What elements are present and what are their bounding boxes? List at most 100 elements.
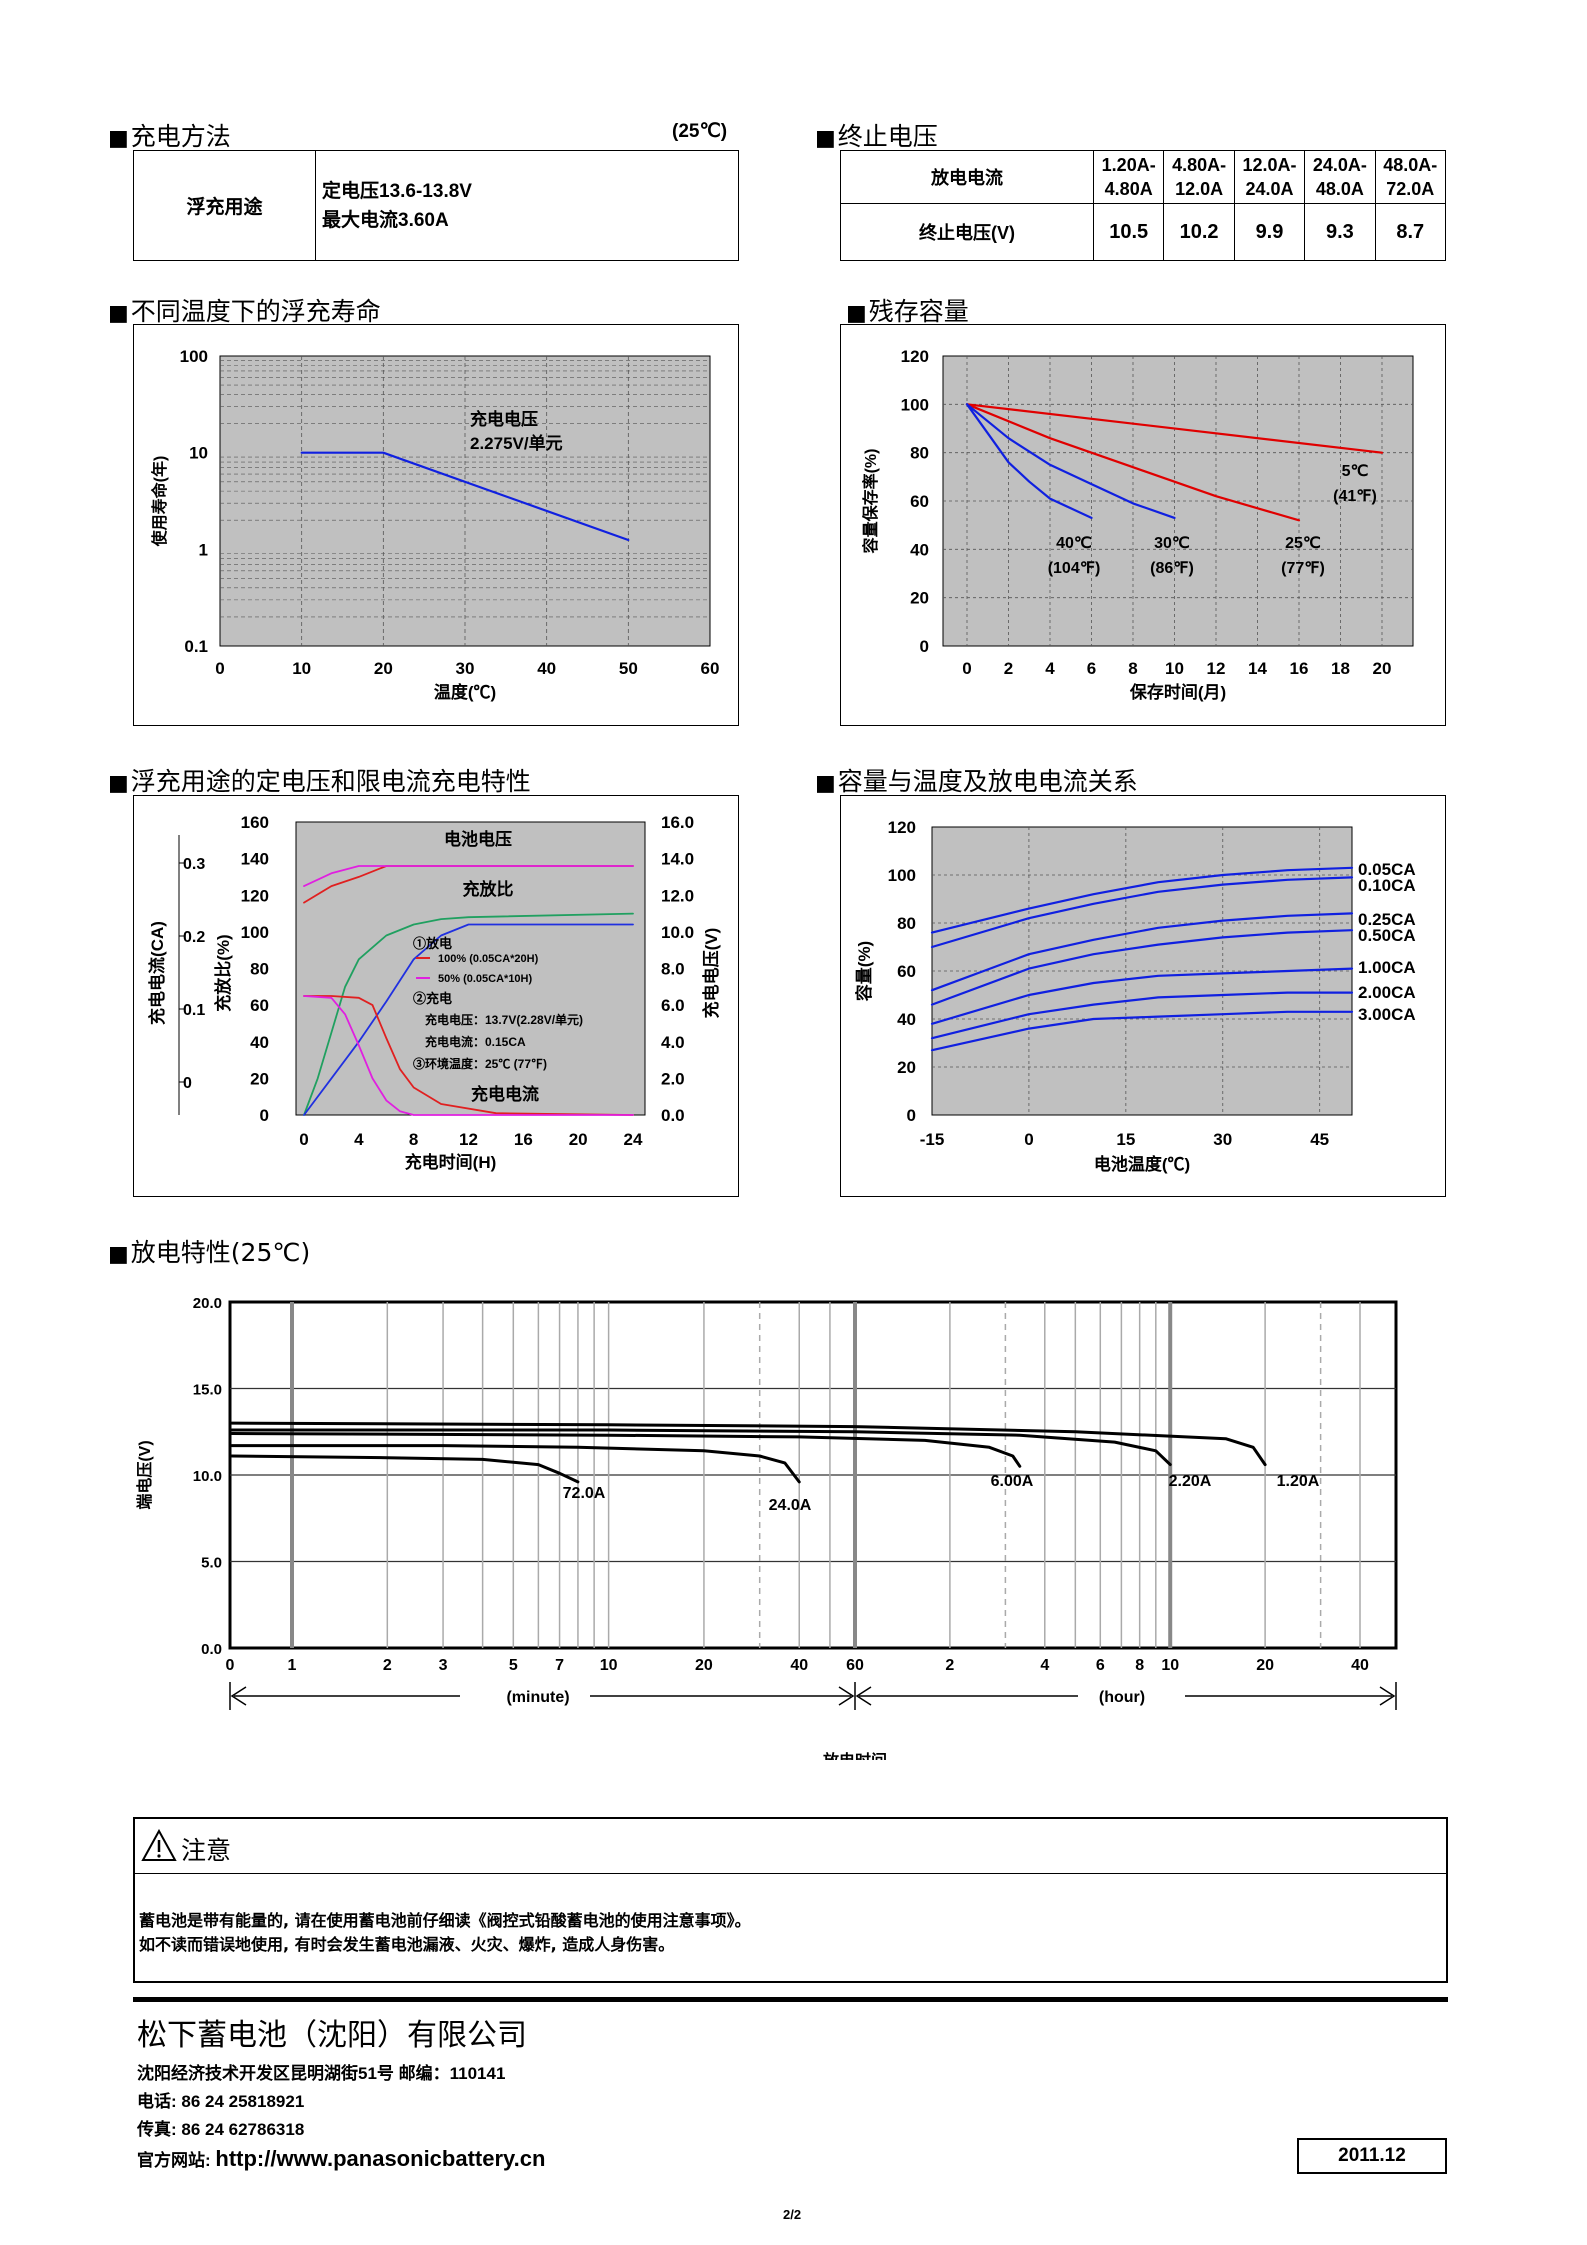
x-tick-label: 20: [1373, 659, 1392, 678]
charge-max-current: 最大电流3.60A: [322, 209, 449, 231]
x-tick-label: 60: [701, 659, 720, 678]
discharge-series-line: [230, 1432, 1022, 1468]
x-tick-label: 0: [1024, 1130, 1033, 1149]
y-tick-label: 0.0: [201, 1641, 222, 1658]
arrow-head: [230, 1686, 247, 1706]
y-tick-label: 0: [920, 637, 929, 656]
capacity-series-line: [930, 876, 1354, 949]
left-tick-label: 80: [250, 960, 269, 979]
footer-rule: [133, 1997, 1448, 2002]
warning-icon: [141, 1829, 177, 1861]
voltage-cell: 9.9: [1233, 203, 1306, 261]
float-charge-frame: [133, 795, 739, 1197]
charge-series-line: [303, 923, 634, 1116]
capacity-series-line: [930, 967, 1354, 1025]
y-axis-label: 端电压(V): [135, 1440, 154, 1509]
capacity-series-line: [930, 991, 1354, 1040]
page-number: 2/2: [783, 2207, 802, 2222]
series-label: 1.00CA: [1358, 958, 1416, 977]
left-tick-label: 60: [250, 996, 269, 1015]
series-label: 5℃: [1342, 463, 1369, 480]
notice-line2: 如不读而错误地使用, 有时会发生蓄电池漏液、火灾、爆炸, 造成人身伤害。: [139, 1935, 675, 1954]
residual-frame: [840, 324, 1446, 726]
y-axis-label: 容量(%): [854, 941, 874, 1001]
series-label: 0.25CA: [1358, 910, 1416, 929]
x-tick-label: 0: [215, 659, 224, 678]
right-tick-label: 10.0: [661, 923, 694, 942]
left-tick-label: 40: [250, 1033, 269, 1052]
left-tick-label: 120: [241, 886, 269, 905]
x-tick-label: -15: [920, 1130, 945, 1149]
legend-discharge: ①放电: [413, 936, 452, 951]
x-tick-label: 10: [292, 659, 311, 678]
capacity-series-line: [930, 1010, 1354, 1052]
x-tick-label: 10: [1161, 1657, 1179, 1674]
discharge-series-line: [230, 1428, 1172, 1467]
charge-series-line: [303, 865, 634, 887]
x-tick-label: 8: [409, 1130, 418, 1149]
x-tick-label: 15: [1116, 1130, 1135, 1149]
y-tick-label: 120: [888, 818, 916, 837]
y-tick-label: 10.0: [193, 1468, 222, 1485]
company-address: 沈阳经济技术开发区昆明湖街51号 邮编：110141: [137, 2064, 506, 2083]
series-label: 2.00CA: [1358, 983, 1416, 1002]
ca-tick-label: 0.3: [183, 856, 205, 873]
company-web: 官方网站: http://www.panasonicbattery.cn: [137, 2146, 545, 2172]
range-cell: 12.0A- 24.0A: [1233, 150, 1306, 204]
legend-charge-voltage: 充电电压：13.7V(2.28V/单元): [425, 1012, 583, 1027]
x-tick-label: 2: [1004, 659, 1013, 678]
end-voltage-table: 放电电流 1.20A- 4.80A 4.80A- 12.0A 12.0A- 24.0A…: [840, 150, 1447, 261]
y-tick-label: 80: [910, 444, 929, 463]
legend-100: 100% (0.05CA*20H): [438, 953, 539, 965]
legend-charge: ②充电: [413, 991, 452, 1006]
capacity-series-line: [930, 912, 1354, 992]
x-tick-label: 20: [695, 1657, 713, 1674]
section-residual: ■残存容量: [846, 297, 969, 326]
residual-series-line: [965, 403, 1093, 519]
residual-series-line: [965, 403, 1384, 454]
x-tick-label: 18: [1331, 659, 1350, 678]
ca-tick-label: 0.1: [183, 1002, 205, 1019]
section-capacity-temp: ■容量与温度及放电电流关系: [815, 767, 1138, 796]
capacity-series-line: [930, 929, 1354, 1006]
x-tick-label: 20: [1256, 1657, 1274, 1674]
right-tick-label: 4.0: [661, 1033, 685, 1052]
web-url[interactable]: http://www.panasonicbattery.cn: [215, 2146, 546, 2171]
capacity-series-line: [930, 866, 1354, 934]
notice-line1: 蓄电池是带有能量的, 请在使用蓄电池前仔细读《阀控式铅酸蓄电池的使用注意事项》。: [139, 1911, 751, 1930]
x-tick-label: 60: [846, 1657, 864, 1674]
y-tick-label: 0: [907, 1106, 916, 1125]
x-tick-label: 45: [1310, 1130, 1329, 1149]
y-tick-label: 10: [189, 444, 208, 463]
series-label: 0.05CA: [1358, 860, 1416, 879]
right-tick-label: 16.0: [661, 813, 694, 832]
company-tel: 电话: 86 24 25818921: [137, 2092, 305, 2111]
arrow-head: [855, 1686, 872, 1706]
x-tick-label: 4: [354, 1130, 364, 1149]
y-tick-label: 40: [910, 540, 929, 559]
company-name: 松下蓄电池（沈阳）有限公司: [137, 2018, 527, 2053]
charge-series-line: [303, 995, 634, 1116]
x-tick-label: 12: [1207, 659, 1226, 678]
right-tick-label: 12.0: [661, 886, 694, 905]
x-axis-label: 保存时间(月): [1129, 682, 1226, 702]
residual-series-line: [965, 403, 1301, 522]
section-end-voltage: ■终止电压: [815, 122, 938, 151]
charge-series-line: [303, 995, 634, 1116]
right-tick-label: 14.0: [661, 850, 694, 869]
y-tick-label: 20.0: [193, 1295, 222, 1312]
ca-tick-label: 0.2: [183, 929, 205, 946]
discharge-series-line: [230, 1421, 1267, 1467]
x-tick-label: 2: [945, 1657, 954, 1674]
residual-chart: 120 100 80 60 40 20 0 0 2 4 6 8 10 12 14 16 18 20 保存时间(月) 容…: [861, 347, 1414, 702]
range-cell: 4.80A- 12.0A: [1163, 150, 1235, 204]
notice-box: 注意 蓄电池是带有能量的, 请在使用蓄电池前仔细读《阀控式铅酸蓄电池的使用注意事…: [133, 1817, 1448, 1983]
legend-50: 50% (0.05CA*10H): [438, 973, 532, 985]
y-tick-label: 20: [910, 589, 929, 608]
series-label: (86℉): [1150, 560, 1194, 577]
series-label: (77℉): [1281, 560, 1325, 577]
capacity-temp-frame: [840, 795, 1446, 1197]
unit-hour: (hour): [1099, 1689, 1145, 1706]
x-tick-label: 3: [439, 1657, 448, 1674]
